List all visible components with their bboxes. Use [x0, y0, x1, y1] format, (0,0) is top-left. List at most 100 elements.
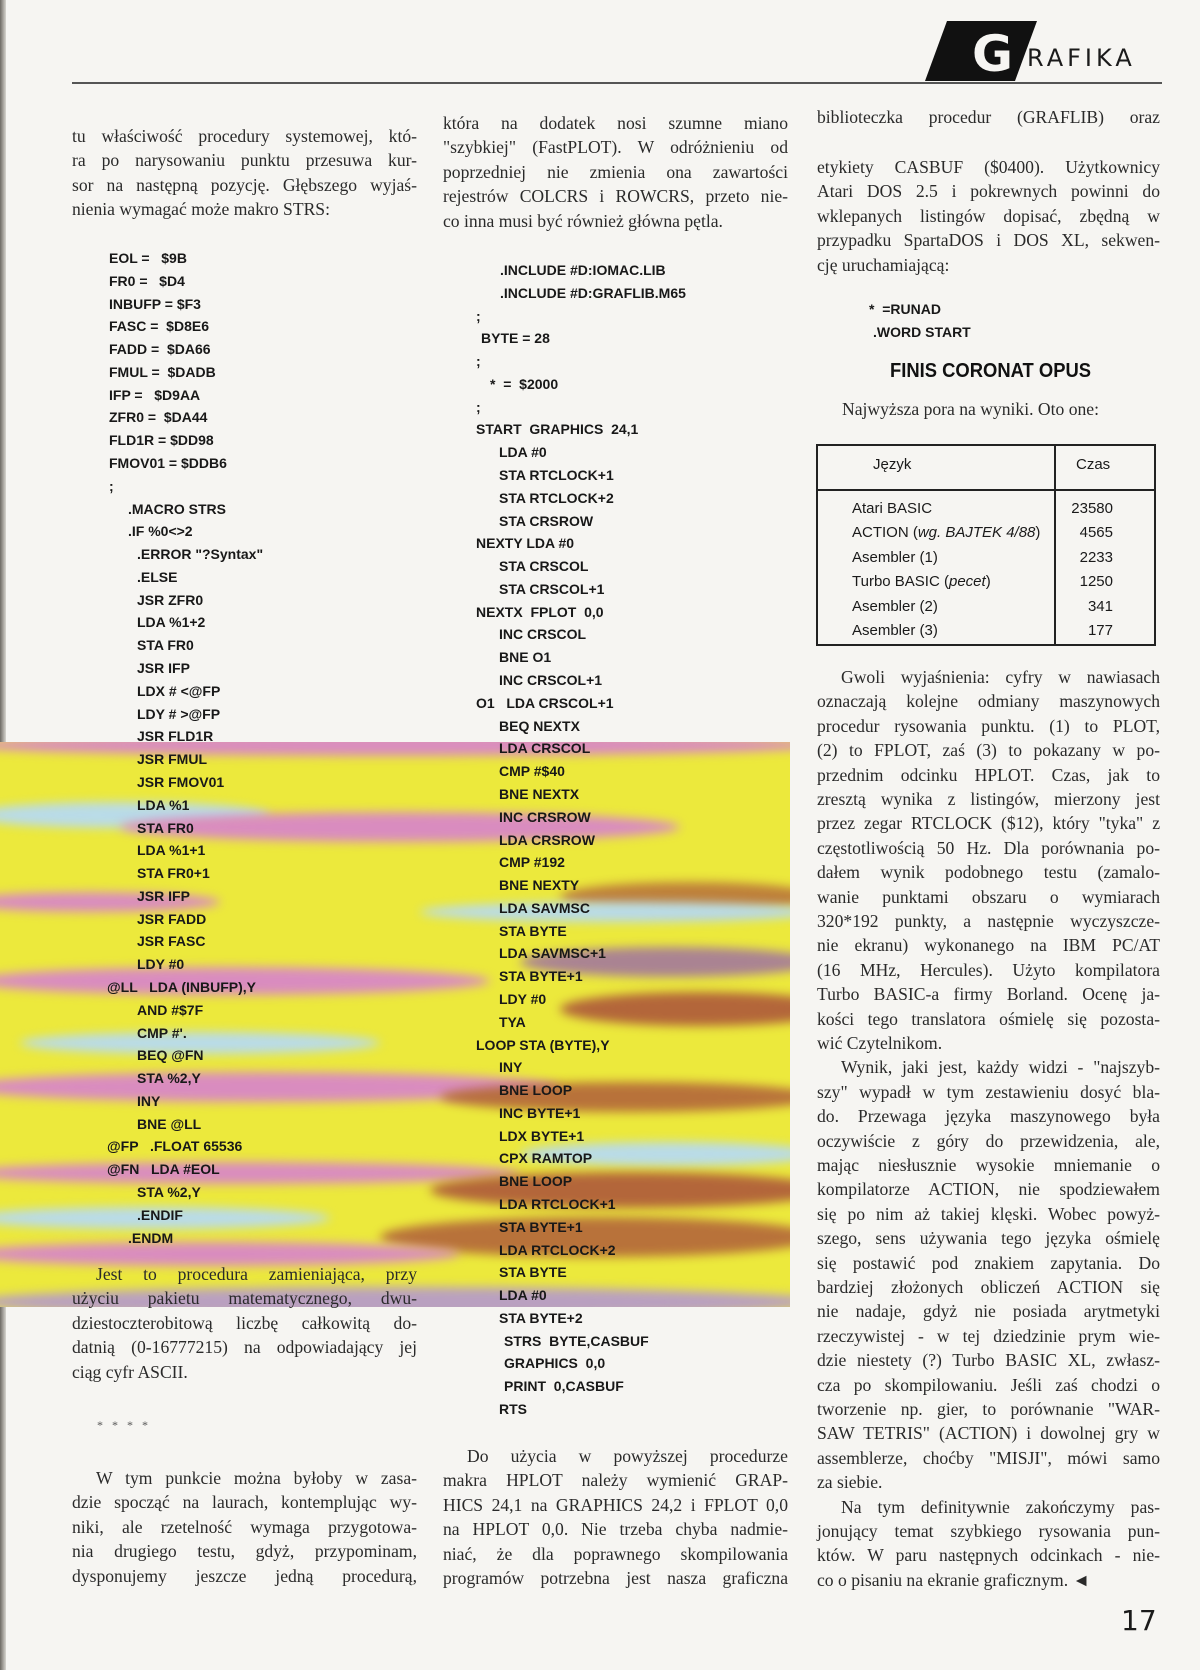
code-line: ; [476, 398, 481, 415]
text-line: kości tego translatora ośmielę się pozos… [817, 1008, 1160, 1029]
language-name: Asembler (3) [852, 622, 938, 639]
language-note: wg. BAJTEK 4/88 [917, 524, 1036, 542]
code-line: LDA SAVMSC [499, 899, 590, 916]
code-line: JSR FLD1R [137, 728, 214, 745]
code-line: CMP #$40 [499, 763, 565, 780]
table-row-time: 23580 [1071, 500, 1113, 517]
code-line: START GRAPHICS 24,1 [476, 421, 639, 438]
language-name: ACTION ( [852, 524, 918, 542]
table-header-divider [818, 489, 1154, 491]
text-line: mając niesłusznie wysokie mniemanie o [817, 1155, 1160, 1175]
text-line: wić Czytelnikom. [817, 1033, 943, 1053]
text-line: szego, sens używania tego języka ośmielę [817, 1228, 1160, 1249]
text-line: się postawić pod znakiem zapytania. Do [817, 1252, 1160, 1273]
table-row-language: Turbo BASIC (pecet) [852, 573, 991, 590]
table-column-divider [1054, 446, 1056, 644]
table-header-time: Czas [1076, 456, 1111, 473]
text-line: dziestoczterobitową liczbę całkowitą do- [72, 1312, 417, 1333]
code-line: .ENDM [128, 1229, 174, 1246]
text-line: na HPLOT 0,0. Nie trzeba chyba nadmie- [443, 1519, 788, 1540]
code-line: STA CRSCOL+1 [499, 580, 605, 597]
text-line: rejestrów COLCRS i ROWCRS, przeto nie- [443, 186, 788, 207]
text-line: przypadku SpartaDOS i DOS XL, sekwen- [817, 230, 1160, 251]
code-line: STA BYTE+1 [499, 968, 583, 985]
text-line: która na dodatek nosi szumne miano [443, 113, 788, 133]
text-line: datnią (0-16777215) na odpowiadający jej [72, 1337, 417, 1358]
code-line: JSR FMUL [137, 751, 207, 768]
code-line: CPX RAMTOP [499, 1150, 593, 1167]
text-line: bardziej złożonych obliczeń ACTION się [817, 1277, 1160, 1297]
table-row-language: Atari BASIC [852, 500, 932, 517]
text-line: dzie niestety (?) Turbo BASIC XL, zwłasz… [817, 1350, 1160, 1371]
code-line: LDY #0 [137, 956, 185, 973]
code-line: BNE @LL [137, 1115, 202, 1132]
code-line: @FN LDA #EOL [107, 1161, 220, 1178]
code-line: LDX BYTE+1 [499, 1127, 585, 1144]
code-line: JSR FADD [137, 910, 207, 927]
text-line: niki, ale rzetelność wymaga przygotowa- [72, 1516, 417, 1537]
section-logo-g: G [925, 21, 1037, 81]
text-line: dzie spocząć na laurach, kontemplując wy… [72, 1492, 417, 1513]
code-line: BNE O1 [499, 649, 552, 666]
svg-text:G: G [972, 25, 1013, 81]
table-row-time: 4565 [1079, 524, 1113, 542]
text-line: Gwoli wyjaśnienia: cyfry w nawiasach [841, 667, 1160, 687]
code-line: .WORD START [873, 323, 971, 340]
code-line: TYA [499, 1013, 526, 1030]
code-line: FLD1R = $DD98 [109, 432, 214, 449]
watercolor-illustration [0, 742, 790, 1307]
text-line: W tym punkcie można byłoby w zasa- [96, 1468, 417, 1488]
code-line: INBUFP = $F3 [109, 295, 201, 312]
code-line: LDA SAVMSC+1 [499, 945, 606, 962]
text-line: poprzedniej nie zmienia ona zawartości [443, 161, 788, 182]
code-line: NEXTX FPLOT 0,0 [476, 603, 604, 620]
code-line: @FP .FLOAT 65536 [107, 1138, 243, 1155]
header-rule [72, 82, 1162, 84]
code-line: BEQ NEXTX [499, 717, 580, 734]
text-line: tworzenie np. gier, to porównanie "WAR- [817, 1399, 1160, 1419]
code-line: .INCLUDE #D:GRAFLIB.M65 [500, 284, 686, 301]
text-line: nie nadaje, gdyż nie posiada arytmetyki [817, 1301, 1160, 1322]
code-line: STRS BYTE,CASBUF [504, 1332, 649, 1349]
text-line: nia drugiego testu, gdyż, przypominam, [72, 1541, 417, 1562]
code-line: LDY # >@FP [137, 705, 221, 722]
text-line: oznaczają kolejne odmiany maszynowych [817, 691, 1160, 712]
text-line: za siebie. [817, 1472, 883, 1493]
code-line: LDY #0 [499, 990, 547, 1007]
code-line: LDA CRSCOL [499, 740, 591, 757]
text-line: Na tym definitywnie zakończymy pas- [841, 1496, 1160, 1517]
text-line: tu właściwość procedury systemowej, któ- [72, 126, 417, 146]
code-line: JSR FMOV01 [137, 773, 225, 790]
text-line: się po nim aż takiej klęski. Wobec powyż… [817, 1203, 1160, 1224]
text-line: cję uruchamiającą: [817, 254, 950, 275]
code-line: CMP #192 [499, 854, 565, 871]
code-line: CMP #'. [137, 1024, 187, 1041]
code-line: STA %2,Y [137, 1070, 201, 1087]
text-line: Jest to procedura zamieniająca, przy [96, 1264, 417, 1284]
text-line: Do użycia w powyższej procedurze [467, 1446, 788, 1466]
code-line: FASC = $D8E6 [109, 318, 209, 335]
text-line: jonujący temat szybkiego rysowania pun- [817, 1521, 1160, 1541]
code-line: LOOP STA (BYTE),Y [476, 1036, 610, 1053]
table-row-time: 2233 [1079, 548, 1113, 566]
table-row-language: Asembler (1) [852, 549, 938, 566]
code-line: IFP = $D9AA [109, 386, 201, 403]
code-line: .ENDIF [137, 1206, 183, 1223]
table-row-time: 341 [1087, 597, 1113, 615]
text-line: sor na następną pozycję. Głębszego wyjaś… [72, 174, 417, 195]
text-line: dysponujemy jeszcze jedną procedurą, [72, 1565, 417, 1586]
text-line: 320*192 punkty, a następnie wyczyszcze- [817, 911, 1160, 931]
text-line: co inna musi być również główna pętla. [443, 210, 723, 231]
text-line: assemblerze, choćby "MISJI", mówi samo [817, 1447, 1160, 1468]
code-line: .ERROR "?Syntax" [137, 546, 264, 563]
text-line: któw. W paru następnych odcinkach - nie- [817, 1545, 1160, 1566]
text-line: (2) to FPLOT, zaś (3) to pokazany w po- [817, 740, 1160, 761]
text-line: cza po skompilowaniu. Jeśli zaś chodzi o [817, 1374, 1160, 1395]
code-line: STA CRSCOL [499, 558, 589, 575]
language-name: Asembler (2) [852, 597, 938, 615]
code-line: BYTE = 28 [481, 330, 550, 347]
code-line: EOL = $9B [109, 250, 187, 266]
code-line: ZFR0 = $DA44 [109, 409, 208, 426]
language-note: pecet [948, 573, 986, 591]
code-line: FMUL = $DADB [109, 363, 216, 380]
